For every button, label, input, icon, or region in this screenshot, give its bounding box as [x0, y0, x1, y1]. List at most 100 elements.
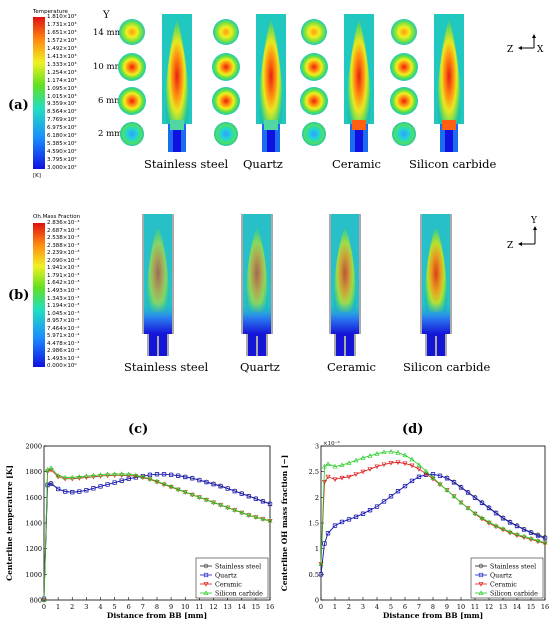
y-tick-label: 800: [30, 597, 42, 605]
x-tick-label: 4: [375, 603, 379, 611]
data-point: [521, 535, 527, 540]
data-point: [69, 474, 75, 480]
colorbar-tick: 1.045×10⁻³: [47, 310, 80, 317]
cross-section-disc: [301, 19, 327, 45]
colorbar-tick: 1.194×10⁻³: [47, 303, 80, 310]
flame-core: [165, 18, 189, 124]
colorbar-unit: [K]: [33, 173, 41, 179]
colorbar-tick: 1.941×10⁻³: [47, 265, 80, 272]
data-point: [119, 478, 124, 483]
data-point: [472, 510, 478, 516]
data-point: [388, 494, 394, 499]
data-point: [507, 530, 513, 536]
colorbar-tick: 9.359×10²: [47, 101, 77, 108]
x-label-a: X: [537, 45, 544, 55]
x-tick-label: 2: [347, 603, 351, 611]
data-point: [360, 469, 366, 475]
x-tick-label: 6: [403, 603, 407, 611]
x-tick-label: 11: [195, 603, 203, 611]
data-point: [339, 475, 345, 481]
data-point: [203, 497, 209, 502]
x-tick-label: 9: [445, 603, 449, 611]
colorbar-tick: 2.538×10⁻³: [47, 235, 80, 242]
cross-section-disc: [300, 87, 328, 115]
cross-section-disc: [212, 53, 240, 81]
data-point: [542, 539, 548, 545]
x-tick-label: 16: [541, 603, 549, 611]
cross-section-disc: [302, 122, 326, 146]
x-tick-label: 3: [361, 603, 365, 611]
contour-group: [390, 14, 464, 152]
data-point: [395, 489, 401, 494]
cross-section-disc: [119, 19, 145, 45]
data-point: [451, 493, 457, 499]
data-point: [77, 489, 82, 494]
data-point: [260, 516, 266, 521]
data-point: [479, 515, 485, 520]
x-tick-label: 1: [56, 603, 60, 611]
contour-group: [241, 214, 273, 356]
legend-entry: Ceramic: [215, 581, 242, 588]
data-point: [154, 480, 160, 485]
data-point: [321, 480, 328, 485]
data-point: [437, 473, 443, 478]
data-point: [374, 504, 380, 509]
x-tick-label: 9: [169, 603, 173, 611]
y-tick-label: 1: [315, 545, 319, 553]
data-point: [322, 541, 327, 546]
data-point: [409, 463, 415, 469]
x-tick-label: 13: [223, 603, 231, 611]
data-point: [190, 476, 195, 481]
data-point: [321, 463, 328, 469]
data-point: [84, 488, 89, 493]
cross-section-disc: [390, 87, 418, 115]
panel-label-c: (c): [128, 422, 149, 437]
colorbar-tick: 3.000×10²: [47, 165, 77, 172]
y-tick-label: 1000: [25, 571, 42, 579]
data-point: [423, 468, 429, 474]
data-point: [76, 474, 82, 479]
colorbar-tick: 8.957×10⁻⁴: [47, 318, 80, 325]
data-point: [239, 491, 244, 496]
temperature-chart: 0 1 2 3 4 5 6 7 8 9 10 11 12 13 14 15 168001000120014001…: [5, 443, 274, 621]
data-point: [479, 500, 485, 506]
data-point: [218, 502, 224, 507]
flame-core: [146, 226, 170, 312]
data-point: [332, 463, 338, 469]
x-tick-label: 14: [513, 603, 521, 611]
data-point: [346, 474, 352, 480]
data-point: [535, 539, 541, 545]
data-point: [211, 482, 216, 487]
data-point: [97, 472, 104, 477]
cross-section-disc: [120, 122, 144, 146]
x-tick-label: 10: [457, 603, 465, 611]
data-point: [437, 481, 443, 486]
x-tick-label: 0: [42, 603, 46, 611]
data-point: [367, 508, 373, 513]
colorbar-tick: 0.000×10⁰: [47, 363, 77, 370]
contour-group: [420, 214, 452, 356]
data-point: [147, 476, 153, 481]
cross-section-disc: [213, 19, 239, 45]
data-point: [535, 537, 541, 543]
x-tick-label: 5: [389, 603, 393, 611]
x-tick-label: 15: [527, 603, 535, 611]
data-point: [169, 472, 174, 477]
contour-group: [142, 214, 174, 356]
data-point: [168, 485, 174, 490]
series-line: [43, 467, 271, 601]
data-point: [41, 597, 47, 602]
z-label-a: Z: [507, 45, 513, 55]
data-point: [353, 514, 359, 519]
temperature-contours: [118, 14, 464, 152]
series-line: [320, 462, 546, 565]
y-tick-label: 2000: [25, 443, 42, 451]
colorbar-tick: 8.564×10²: [47, 109, 77, 116]
data-point: [325, 474, 331, 480]
x-tick-label: 3: [84, 603, 88, 611]
data-point: [147, 477, 153, 482]
y-tick-label: 1200: [25, 545, 42, 553]
oh-contours: [142, 214, 452, 356]
flame-core: [424, 226, 448, 312]
data-point: [332, 523, 338, 528]
